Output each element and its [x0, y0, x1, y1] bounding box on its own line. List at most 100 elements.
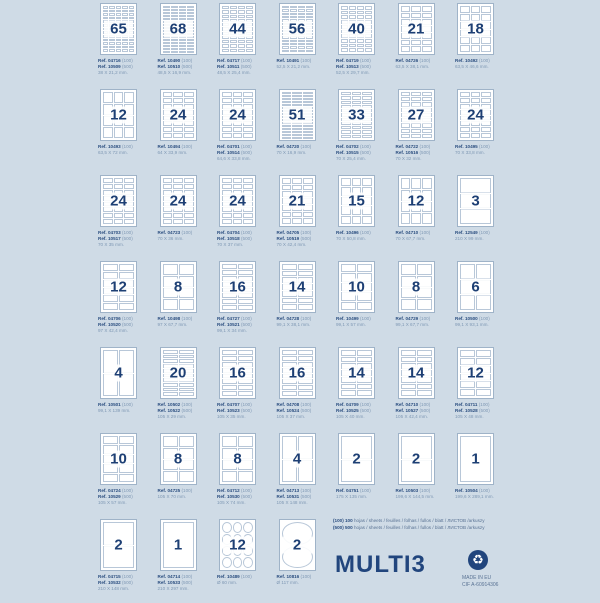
- product-card[interactable]: 2 Ref. 10503 (100) 199,6 X 144,5 mm.: [396, 433, 452, 517]
- product-card[interactable]: 24 Ref. 10495 (100) 70 X 33,8 mm.: [455, 89, 511, 173]
- product-ref: Ref. 10510 (500): [157, 64, 193, 69]
- product-card[interactable]: 12 Ref. 10489 (100) Ø 60 mm.: [217, 519, 273, 603]
- product-card[interactable]: 15 Ref. 10496 (100) 70 X 50,8 mm.: [336, 175, 392, 259]
- product-card[interactable]: 12 Ref. 04711 (100) Ref. 10528 (500) 105 X …: [455, 347, 511, 431]
- product-card[interactable]: 4 Ref. 10501 (100) 99,1 X 139 mm.: [98, 347, 154, 431]
- product-card[interactable]: 51 Ref. 04720 (100) 70 X 16,9 mm.: [277, 89, 333, 173]
- product-card[interactable]: 24 Ref. 04703 (100) Ref. 10517 (500) 70 X 3…: [98, 175, 154, 259]
- label-count: 4: [282, 450, 312, 468]
- label-size: 52,5 X 29,7 mm.: [336, 70, 370, 75]
- label-cell: [222, 213, 232, 219]
- product-card[interactable]: 21 Ref. 04726 (100) 63,5 X 38,1 mm.: [396, 3, 452, 87]
- label-cell: [400, 92, 411, 97]
- product-card[interactable]: 3 Ref. 12549 (100) 210 X 99 mm.: [455, 175, 511, 259]
- label-cell: [238, 355, 253, 361]
- label-cell: [119, 264, 134, 271]
- product-card[interactable]: 14 Ref. 04710 (100) Ref. 10527 (500) 105 X …: [396, 347, 452, 431]
- product-card[interactable]: 21 Ref. 04705 (100) Ref. 10519 (500) 70 X 4…: [277, 175, 333, 259]
- product-card[interactable]: 44 Ref. 04717 (100) Ref. 10511 (500) 48,5 X…: [217, 3, 273, 87]
- label-cell: [289, 16, 297, 19]
- label-cell: [232, 127, 243, 133]
- ref-label: Ref. 04707: [217, 402, 240, 407]
- label-cell: [122, 45, 128, 49]
- product-card[interactable]: 12 Ref. 04706 (100) Ref. 10520 (500) 97 X 4…: [98, 261, 154, 345]
- label-count: 2: [282, 536, 312, 554]
- product-card[interactable]: 14 Ref. 04728 (100) 99,1 X 38,1 mm.: [277, 261, 333, 345]
- product-card[interactable]: 1 Ref. 10504 (100) 199,6 X 289,1 mm.: [455, 433, 511, 517]
- product-ref: Ref. 10489 (100): [217, 574, 252, 579]
- product-card[interactable]: 8 Ref. 10498 (100) 97 X 67,7 mm.: [158, 261, 214, 345]
- label-cell: [222, 183, 232, 189]
- product-card[interactable]: 6 Ref. 10500 (100) 99,1 X 93,1 mm.: [455, 261, 511, 345]
- label-cell: [470, 37, 481, 45]
- label-sheet-thumbnail: 12: [219, 519, 256, 571]
- label-cell: [351, 178, 362, 187]
- product-card[interactable]: 24 Ref. 04723 (100) 70 X 36 mm.: [158, 175, 214, 259]
- label-cell: [460, 357, 475, 365]
- ref-label: Ref. 10532: [98, 580, 121, 585]
- ref-label: Ref. 04729: [395, 316, 419, 321]
- product-ref: Ref. 10501 (100): [98, 402, 133, 407]
- product-card[interactable]: 1 Ref. 04714 (100) Ref. 10533 (500) 210 X 2…: [158, 519, 214, 603]
- product-card[interactable]: 8 Ref. 04712 (100) Ref. 10530 (500) 105 X 7…: [217, 433, 273, 517]
- label-count: 24: [223, 106, 252, 124]
- product-card[interactable]: 12 Ref. 04710 (100) 70 X 67,7 mm.: [396, 175, 452, 259]
- label-cell: [341, 178, 351, 187]
- product-card[interactable]: 18 Ref. 10492 (100) 63,5 X 46,6 mm.: [455, 3, 511, 87]
- product-info: Ref. 04725 (100) 105 X 70 mm.: [158, 488, 193, 500]
- label-cell: [103, 16, 109, 20]
- label-cell: [281, 264, 297, 270]
- label-cell: [162, 522, 194, 568]
- label-count: 24: [461, 106, 490, 124]
- product-card[interactable]: 65 Ref. 04716 (100) Ref. 10509 (500) 38 X 2…: [98, 3, 154, 87]
- product-info: Ref. 10500 (100) 99,1 X 93,1 mm.: [455, 316, 490, 328]
- product-card[interactable]: 27 Ref. 04722 (100) Ref. 10516 (500) 70 X 3…: [396, 89, 452, 173]
- product-card[interactable]: 8 Ref. 04729 (100) 99,1 X 67,7 mm.: [396, 261, 452, 345]
- product-card[interactable]: 16 Ref. 04707 (100) Ref. 10523 (500) 105 X …: [217, 347, 273, 431]
- label-cell: [162, 6, 170, 8]
- label-cell: [411, 178, 421, 189]
- label-cell: [109, 45, 115, 49]
- product-card[interactable]: 56 Ref. 10491 (100) 52,5 X 21,2 mm.: [277, 3, 333, 87]
- label-cell: [289, 46, 297, 49]
- product-card[interactable]: 16 Ref. 04727 (100) Ref. 10521 (500) 99,1 X…: [217, 261, 273, 345]
- label-cell: [302, 92, 313, 94]
- product-card[interactable]: 12 Ref. 10493 (100) 63,5 X 72 mm.: [98, 89, 154, 173]
- label-cell: [297, 39, 305, 42]
- product-card[interactable]: 2 Ref. 10816 (100) Ø 117 mm.: [277, 519, 333, 603]
- product-card[interactable]: 24 Ref. 10494 (100) 64 X 33,9 mm.: [158, 89, 214, 173]
- label-cell: [109, 13, 115, 16]
- label-cell: [222, 350, 237, 355]
- label-cell: [183, 92, 194, 97]
- product-card[interactable]: 24 Ref. 04701 (100) Ref. 10514 (500) 64,6 X…: [217, 89, 273, 173]
- label-cell: [170, 9, 178, 11]
- product-card[interactable]: 8 Ref. 04725 (100) 105 X 70 mm.: [158, 433, 214, 517]
- label-size: 70 X 35 mm.: [98, 242, 125, 247]
- label-cell: [222, 355, 237, 361]
- product-info: Ref. 04719 (100) Ref. 10513 (500) 52,5 X 2…: [336, 58, 371, 76]
- label-cell: [292, 101, 302, 103]
- product-card[interactable]: 4 Ref. 04713 (100) Ref. 10531 (500) 105 X 1…: [277, 433, 333, 517]
- product-card[interactable]: 14 Ref. 04709 (100) Ref. 10525 (500) 105 X …: [336, 347, 392, 431]
- product-card[interactable]: 2 Ref. 04751 (100) 175 X 135 mm.: [336, 433, 392, 517]
- product-card[interactable]: 68 Ref. 10490 (100) Ref. 10510 (500) 48,5 X…: [158, 3, 214, 87]
- label-sheet-thumbnail: 10: [100, 433, 137, 485]
- product-card[interactable]: 24 Ref. 04704 (100) Ref. 10518 (500) 70 X 3…: [217, 175, 273, 259]
- product-card[interactable]: 10 Ref. 04724 (100) Ref. 10529 (500) 105 X …: [98, 433, 154, 517]
- label-sheet-thumbnail: 4: [100, 347, 137, 399]
- product-card[interactable]: 10 Ref. 10499 (100) 99,1 X 57 mm.: [336, 261, 392, 345]
- product-card[interactable]: 33 Ref. 04702 (100) Ref. 10515 (500) 70 X 2…: [336, 89, 392, 173]
- product-card[interactable]: 20 Ref. 10502 (100) Ref. 10522 (500) 105 X …: [158, 347, 214, 431]
- label-size: Ø 60 mm.: [217, 580, 238, 585]
- product-card[interactable]: 40 Ref. 04719 (100) Ref. 10513 (500) 52,5 X…: [336, 3, 392, 87]
- label-cell: [305, 9, 313, 12]
- label-cell: [232, 183, 243, 189]
- ref-label: Ref. 04719: [336, 58, 359, 63]
- product-card[interactable]: 16 Ref. 04708 (100) Ref. 10524 (500) 105 X …: [277, 347, 333, 431]
- label-cell: [238, 385, 253, 391]
- product-card[interactable]: 2 Ref. 04715 (100) Ref. 10532 (500) 210 X 1…: [98, 519, 154, 603]
- label-cell: [411, 123, 421, 128]
- label-cell: [124, 183, 134, 189]
- label-cell: [246, 10, 253, 14]
- product-ref: Ref. 10518 (500): [217, 236, 252, 241]
